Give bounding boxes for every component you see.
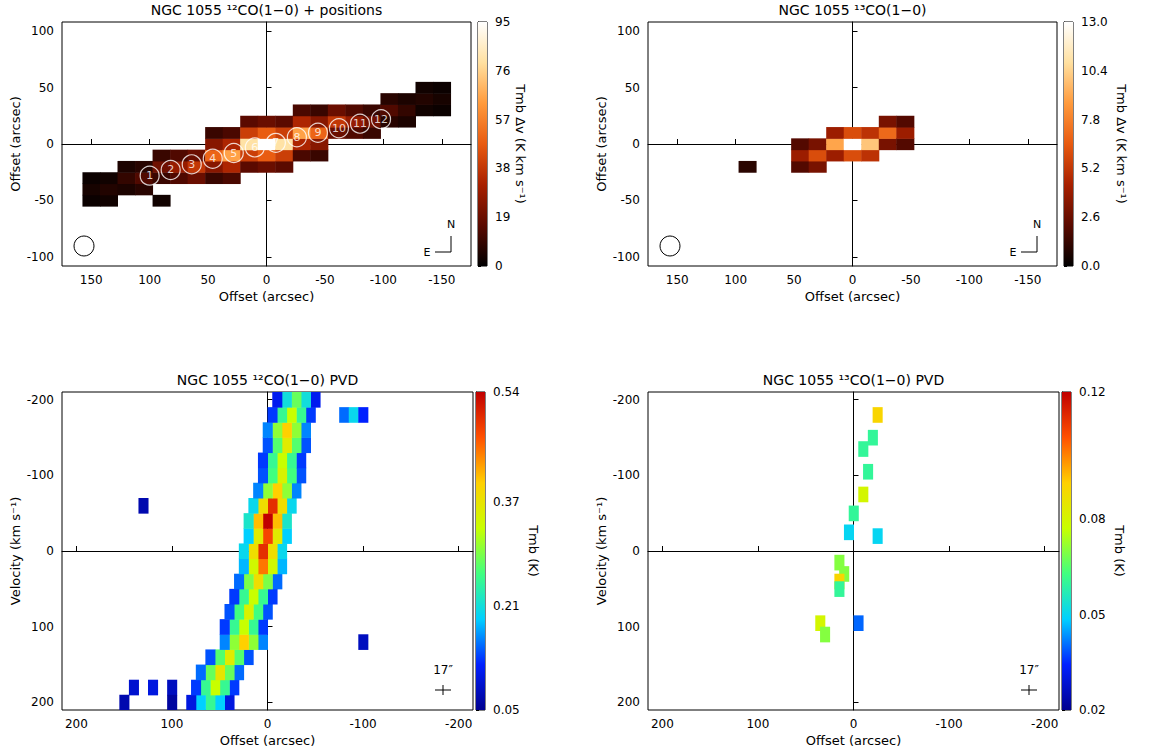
svg-text:0: 0 (850, 717, 858, 731)
svg-text:NGC 1055 ¹²CO(1−0) + positions: NGC 1055 ¹²CO(1−0) + positions (151, 2, 383, 18)
svg-text:50: 50 (200, 273, 215, 287)
svg-text:-100: -100 (935, 717, 962, 731)
svg-text:Offset (arcsec): Offset (arcsec) (806, 733, 901, 748)
svg-text:200: 200 (617, 695, 640, 709)
svg-text:0: 0 (46, 544, 54, 558)
svg-text:-200: -200 (27, 393, 54, 407)
svg-text:57: 57 (495, 113, 510, 127)
svg-text:0: 0 (632, 544, 640, 558)
svg-text:NGC 1055 ¹²CO(1−0) PVD: NGC 1055 ¹²CO(1−0) PVD (177, 372, 358, 388)
svg-text:-50: -50 (620, 193, 640, 207)
svg-text:-200: -200 (613, 393, 640, 407)
svg-text:Tmb (K): Tmb (K) (526, 524, 541, 577)
svg-text:100: 100 (724, 273, 747, 287)
svg-text:Offset (arcsec): Offset (arcsec) (594, 96, 609, 191)
svg-text:-200: -200 (1031, 717, 1058, 731)
svg-text:-100: -100 (349, 717, 376, 731)
svg-text:-200: -200 (445, 717, 472, 731)
svg-text:200: 200 (65, 717, 88, 731)
svg-text:Offset (arcsec): Offset (arcsec) (805, 289, 900, 304)
svg-text:-150: -150 (1014, 273, 1041, 287)
svg-text:0: 0 (849, 273, 857, 287)
svg-text:0: 0 (263, 273, 271, 287)
svg-text:NGC 1055 ¹³CO(1−0): NGC 1055 ¹³CO(1−0) (778, 2, 926, 18)
svg-text:95: 95 (495, 15, 510, 29)
svg-text:100: 100 (746, 717, 769, 731)
svg-text:7: 7 (272, 136, 279, 149)
svg-text:0.37: 0.37 (493, 495, 520, 509)
svg-text:0.08: 0.08 (1079, 512, 1106, 526)
svg-text:17″: 17″ (433, 663, 453, 677)
svg-text:50: 50 (625, 81, 640, 95)
svg-text:7.8: 7.8 (1081, 113, 1100, 127)
svg-text:76: 76 (495, 64, 510, 78)
svg-text:Offset (arcsec): Offset (arcsec) (8, 96, 23, 191)
svg-text:Offset (arcsec): Offset (arcsec) (219, 289, 314, 304)
svg-text:E: E (424, 246, 431, 259)
svg-text:-50: -50 (315, 273, 335, 287)
svg-text:50: 50 (39, 81, 54, 95)
svg-text:17″: 17″ (1019, 663, 1039, 677)
svg-text:150: 150 (80, 273, 103, 287)
svg-text:6: 6 (251, 141, 258, 154)
svg-text:N: N (1033, 218, 1041, 231)
svg-text:-100: -100 (27, 468, 54, 482)
svg-text:Velocity (km s⁻¹): Velocity (km s⁻¹) (594, 497, 609, 605)
svg-text:0.05: 0.05 (1079, 608, 1106, 622)
svg-text:100: 100 (617, 620, 640, 634)
svg-text:1: 1 (146, 169, 153, 182)
svg-text:Tmb Δv (K km s⁻¹): Tmb Δv (K km s⁻¹) (513, 83, 528, 204)
svg-text:3: 3 (188, 158, 195, 171)
svg-text:5: 5 (230, 147, 237, 160)
svg-text:19: 19 (495, 210, 510, 224)
svg-text:2.6: 2.6 (1081, 210, 1100, 224)
svg-text:0.02: 0.02 (1079, 703, 1106, 717)
svg-text:2: 2 (167, 163, 174, 176)
svg-text:11: 11 (353, 117, 367, 130)
svg-text:100: 100 (31, 24, 54, 38)
svg-text:-50: -50 (901, 273, 921, 287)
svg-text:0.12: 0.12 (1079, 385, 1106, 399)
svg-text:4: 4 (209, 152, 216, 165)
svg-text:50: 50 (786, 273, 801, 287)
svg-text:0.05: 0.05 (493, 703, 520, 717)
svg-text:100: 100 (617, 24, 640, 38)
svg-text:0.0: 0.0 (1081, 259, 1100, 273)
svg-text:100: 100 (160, 717, 183, 731)
svg-text:200: 200 (651, 717, 674, 731)
svg-text:100: 100 (138, 273, 161, 287)
svg-text:13.0: 13.0 (1081, 15, 1108, 29)
svg-text:NGC 1055 ¹³CO(1−0) PVD: NGC 1055 ¹³CO(1−0) PVD (763, 372, 944, 388)
svg-text:-50: -50 (34, 193, 54, 207)
svg-text:Velocity (km s⁻¹): Velocity (km s⁻¹) (8, 497, 23, 605)
svg-text:0: 0 (264, 717, 272, 731)
svg-text:150: 150 (666, 273, 689, 287)
svg-text:0: 0 (632, 137, 640, 151)
svg-text:-100: -100 (370, 273, 397, 287)
svg-text:-100: -100 (27, 250, 54, 264)
svg-text:8: 8 (293, 131, 300, 144)
svg-text:100: 100 (31, 620, 54, 634)
svg-text:12: 12 (374, 113, 388, 126)
svg-text:10: 10 (332, 122, 346, 135)
svg-text:Offset (arcsec): Offset (arcsec) (220, 733, 315, 748)
svg-text:200: 200 (31, 695, 54, 709)
svg-text:Tmb (K): Tmb (K) (1112, 524, 1127, 577)
svg-text:N: N (447, 218, 455, 231)
svg-text:9: 9 (314, 126, 321, 139)
svg-text:0.54: 0.54 (493, 385, 520, 399)
svg-text:0: 0 (46, 137, 54, 151)
svg-text:38: 38 (495, 161, 510, 175)
svg-text:10.4: 10.4 (1081, 64, 1108, 78)
svg-text:Tmb Δv (K km s⁻¹): Tmb Δv (K km s⁻¹) (1114, 83, 1129, 204)
svg-text:-100: -100 (613, 250, 640, 264)
svg-text:-100: -100 (613, 468, 640, 482)
svg-text:-100: -100 (956, 273, 983, 287)
svg-text:E: E (1010, 246, 1017, 259)
svg-text:0.21: 0.21 (493, 599, 520, 613)
svg-text:-150: -150 (428, 273, 455, 287)
svg-text:5.2: 5.2 (1081, 161, 1100, 175)
svg-text:0: 0 (495, 259, 503, 273)
